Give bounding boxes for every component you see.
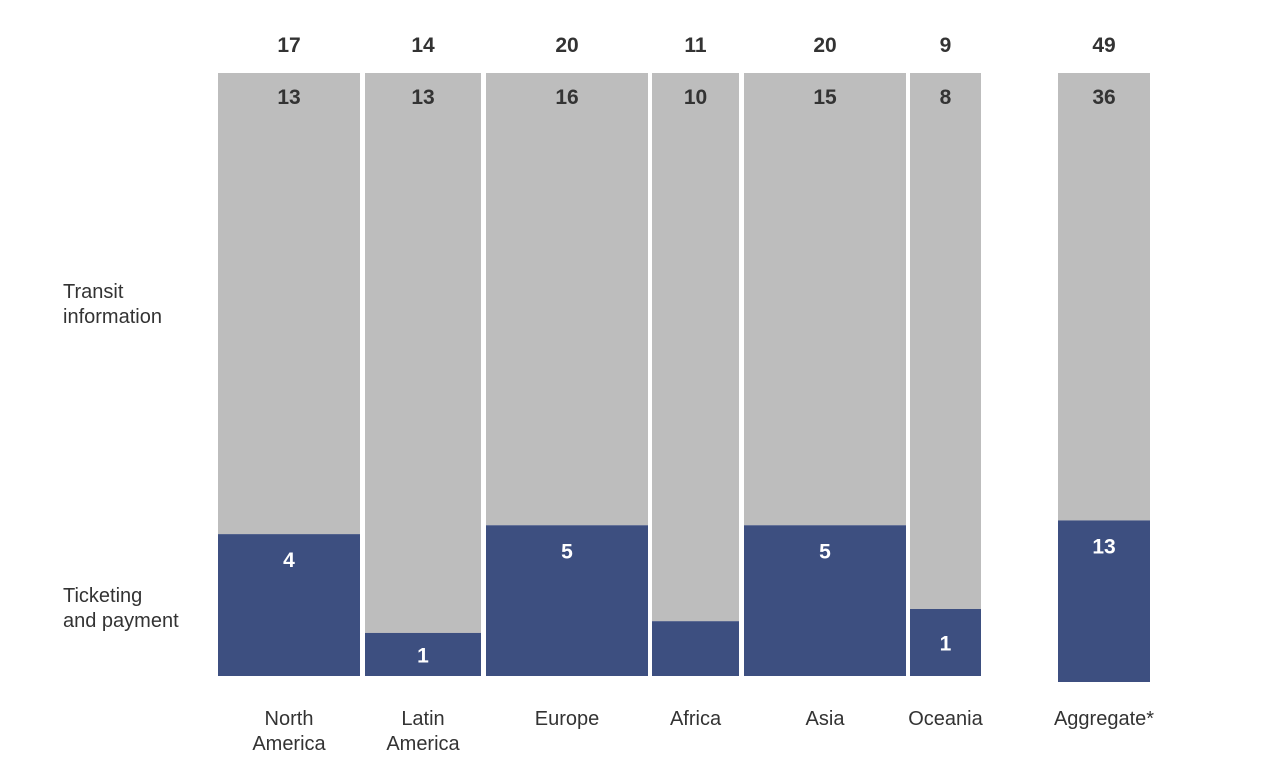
ticketing-value-label: 4	[283, 549, 295, 572]
category-label: America	[252, 733, 326, 755]
total-value-label: 9	[940, 34, 952, 57]
bar-transit-information	[218, 73, 360, 535]
category-label: Africa	[670, 708, 722, 730]
category-label: Europe	[535, 708, 600, 730]
transit-value-label: 13	[411, 86, 434, 109]
ticketing-value-label: 1	[940, 633, 952, 656]
category-label: North	[265, 708, 314, 730]
bar-transit-information	[652, 73, 739, 622]
category-label: Oceania	[908, 708, 983, 730]
category-label: Aggregate*	[1054, 708, 1154, 730]
bar-ticketing-and-payment	[652, 621, 739, 676]
total-value-label: 20	[555, 34, 578, 57]
ticketing-value-label: 1	[417, 644, 429, 667]
series-label-ticketing-and-payment: Ticketing	[63, 585, 142, 607]
total-value-label: 14	[411, 34, 435, 57]
transit-value-label: 8	[940, 86, 952, 109]
total-value-label: 20	[813, 34, 836, 57]
transit-value-label: 13	[277, 86, 300, 109]
transit-value-label: 16	[555, 86, 578, 109]
ticketing-value-label: 13	[1092, 535, 1115, 558]
series-label-ticketing-and-payment: and payment	[63, 610, 179, 632]
category-label: Latin	[401, 708, 444, 730]
ticketing-value-label: 5	[561, 540, 573, 563]
bar-ticketing-and-payment	[486, 525, 648, 676]
bar-transit-information	[910, 73, 981, 609]
total-value-label: 11	[684, 34, 707, 57]
total-value-label: 49	[1092, 34, 1115, 57]
category-label: America	[386, 733, 460, 755]
total-value-label: 17	[277, 34, 300, 57]
bar-ticketing-and-payment	[365, 632, 481, 676]
bar-ticketing-and-payment	[910, 609, 981, 676]
series-label-transit-information: Transit	[63, 281, 124, 303]
bar-ticketing-and-payment	[744, 525, 906, 676]
bar-transit-information	[744, 73, 906, 526]
transit-value-label: 36	[1092, 86, 1115, 109]
bar-transit-information	[486, 73, 648, 526]
category-label: Asia	[806, 708, 846, 730]
bar-transit-information	[1058, 73, 1150, 521]
bar-ticketing-and-payment	[218, 534, 360, 676]
transit-value-label: 15	[813, 86, 837, 109]
series-label-transit-information: information	[63, 306, 162, 328]
bar-ticketing-and-payment	[1058, 520, 1150, 682]
transit-value-label: 10	[684, 86, 707, 109]
bar-transit-information	[365, 73, 481, 633]
ticketing-value-label: 5	[819, 540, 831, 563]
